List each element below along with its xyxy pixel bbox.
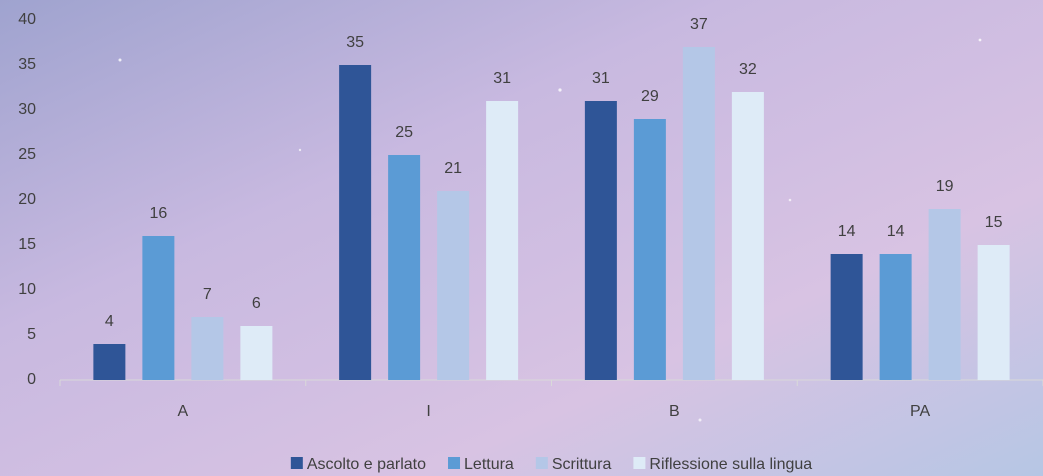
bar [191, 317, 223, 380]
x-tick-label: B [669, 403, 680, 420]
bar [880, 254, 912, 380]
bar [929, 209, 961, 380]
bar [486, 101, 518, 380]
data-label: 6 [252, 295, 261, 312]
data-label: 21 [444, 160, 462, 177]
data-label: 15 [985, 214, 1003, 231]
bar [142, 236, 174, 380]
legend-label: Scrittura [552, 456, 612, 473]
bar [93, 344, 125, 380]
bar [634, 119, 666, 380]
data-label: 25 [395, 124, 413, 141]
y-tick-label: 25 [18, 146, 36, 163]
legend-label: Ascolto e parlato [307, 456, 426, 473]
data-label: 31 [592, 70, 610, 87]
y-tick-label: 0 [27, 371, 36, 388]
page: 0 5 10 15 20 25 30 35 40 A 4 16 7 6 I 35 25 21 31 B 31 29 37 32… [0, 0, 1043, 476]
chart: 0 5 10 15 20 25 30 35 40 A 4 16 7 6 I 35 25 21 31 B 31 29 37 32… [0, 0, 1043, 476]
y-tick-label: 30 [18, 101, 36, 118]
y-tick-label: 40 [18, 11, 36, 28]
bar [978, 245, 1010, 380]
bar [732, 92, 764, 380]
y-tick-label: 15 [18, 236, 36, 253]
y-tick-label: 10 [18, 281, 36, 298]
legend-swatch [536, 457, 548, 469]
bar [388, 155, 420, 380]
data-label: 16 [149, 205, 167, 222]
x-tick-label: A [178, 403, 189, 420]
bar [339, 65, 371, 380]
data-label: 31 [493, 70, 511, 87]
legend-label: Riflessione sulla lingua [649, 456, 812, 473]
data-label: 35 [346, 34, 364, 51]
data-label: 7 [203, 286, 212, 303]
legend-swatch [448, 457, 460, 469]
data-label: 37 [690, 16, 708, 33]
bar [831, 254, 863, 380]
bar [683, 47, 715, 380]
y-tick-label: 35 [18, 56, 36, 73]
y-tick-label: 5 [27, 326, 36, 343]
data-label: 4 [105, 313, 114, 330]
data-label: 14 [887, 223, 905, 240]
legend-swatch [633, 457, 645, 469]
legend-swatch [291, 457, 303, 469]
x-tick-label: I [426, 403, 430, 420]
bar [437, 191, 469, 380]
data-label: 29 [641, 88, 659, 105]
data-label: 14 [838, 223, 856, 240]
bar [240, 326, 272, 380]
x-tick-label: PA [910, 403, 930, 420]
bar [585, 101, 617, 380]
y-tick-label: 20 [18, 191, 36, 208]
data-label: 32 [739, 61, 757, 78]
legend-label: Lettura [464, 456, 514, 473]
data-label: 19 [936, 178, 954, 195]
